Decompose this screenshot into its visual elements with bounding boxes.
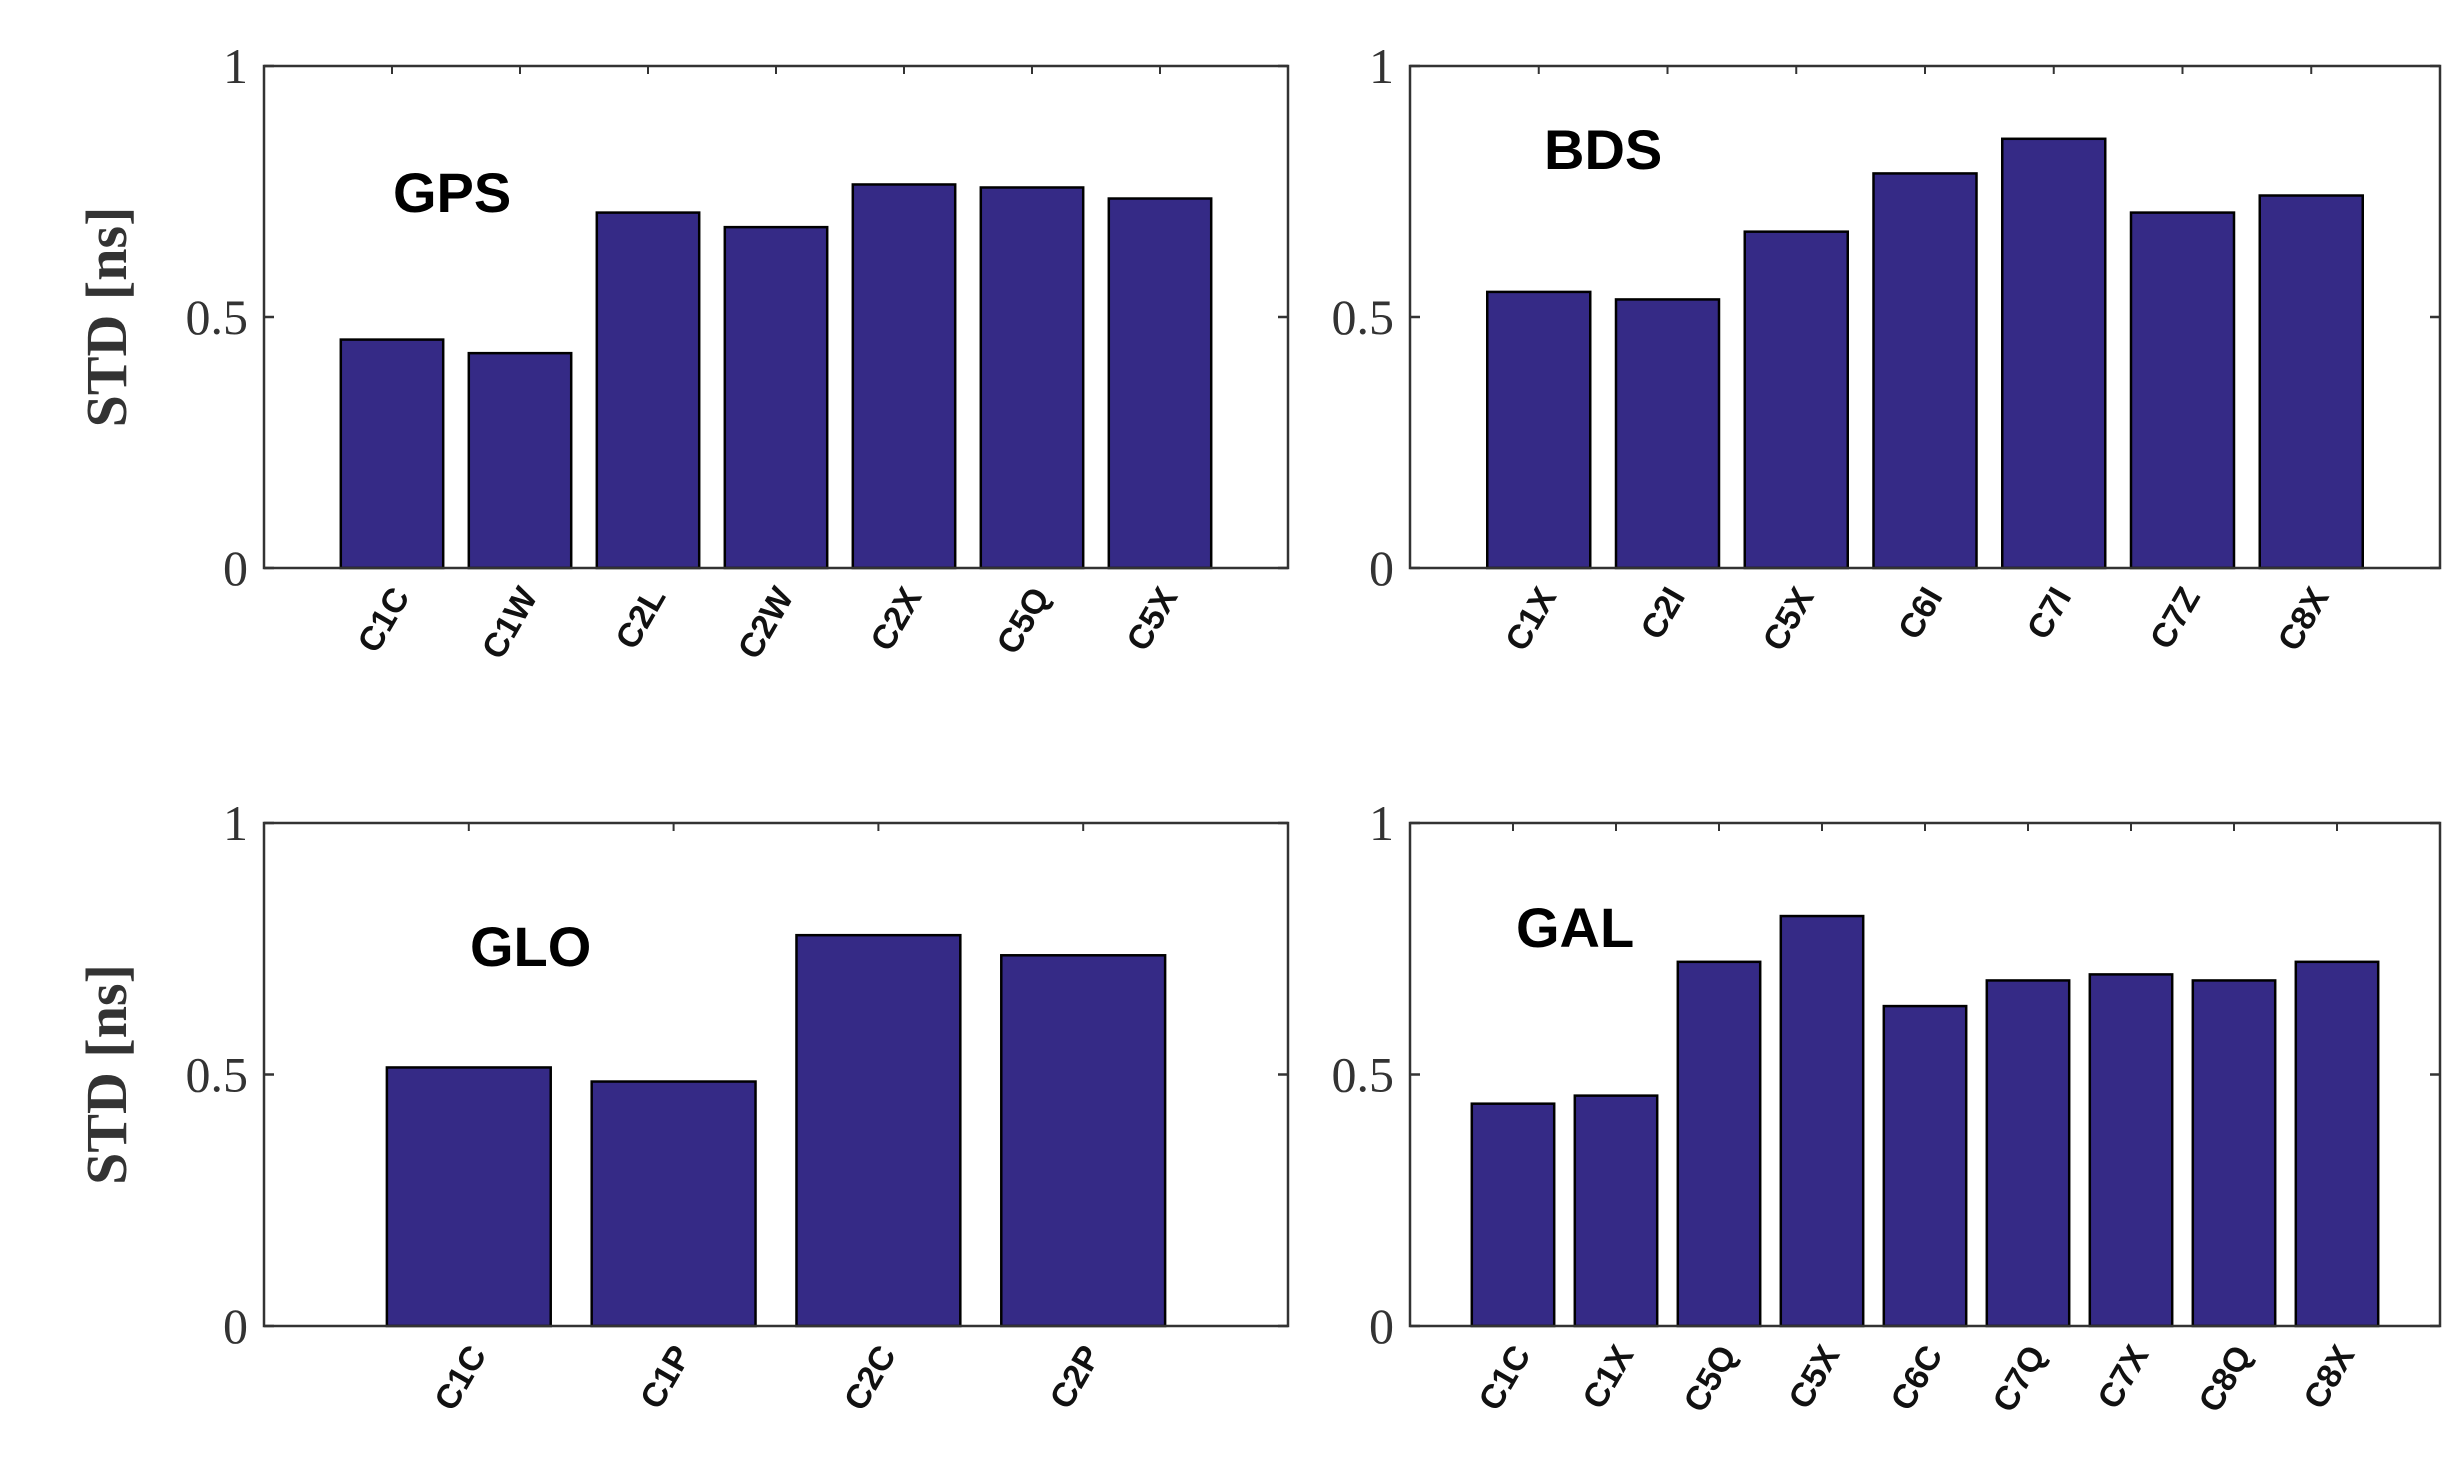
x-tick-label: C2X [863,581,929,658]
panel-annotation: GAL [1516,896,1634,959]
y-tick-label: 0 [223,540,248,596]
x-tick-label: C2C [837,1339,904,1417]
bar-c1p [590,1080,757,1328]
x-tick-label: C5Q [990,581,1058,661]
y-tick-label: 0.5 [186,289,249,345]
x-tick-label: C1W [475,580,546,665]
bar-c7i [2001,137,2107,570]
x-tick-label: C5X [1781,1339,1847,1416]
x-tick-label: C6C [1883,1339,1950,1417]
x-tick-label: C2W [731,580,802,665]
bar-c1w [467,351,573,570]
x-tick-label: C1C [427,1339,494,1417]
y-tick-label: 0 [223,1298,248,1354]
x-tick-label: C2L [608,581,673,656]
y-tick-label: 1 [1369,38,1394,94]
panel-glo: 0 0.5 1 C1C C1P C2C C2P GLO STD [ns] [74,795,1290,1417]
y-tick-label: 0 [1369,1298,1394,1354]
x-tick-label: C7Z [2143,581,2208,656]
bar-c5x [1779,914,1865,1328]
x-tick-label: C8Q [2192,1339,2260,1419]
panel-gal: 0 0.5 1 C1C C1X C5Q C5X C6C C7Q C7X C8Q C8X GAL [1332,795,2442,1419]
bar-c5q [979,186,1085,570]
y-tick-label: 0.5 [1332,289,1395,345]
panel-annotation: GPS [393,161,511,224]
bar-c7q [1985,979,2071,1328]
bar-c1c [339,338,445,570]
bar-c1x [1486,290,1592,570]
x-tick-label: C5X [1756,581,1822,658]
x-tick-label: C6I [1891,581,1950,646]
y-tick-label: 1 [1369,795,1394,851]
y-tick-label: 1 [223,795,248,851]
y-tick-label: 1 [223,38,248,94]
x-tick-label: C8X [2296,1339,2362,1416]
panel-annotation: GLO [470,915,591,978]
x-tick-label: C1X [1575,1339,1641,1416]
bar-c2l [595,211,701,570]
y-tick-label: 0.5 [1332,1047,1395,1103]
x-tick-label: C5X [1119,581,1185,658]
bar-c7x [2088,973,2174,1328]
panel-bds: 0 0.5 1 C1X C2I C5X C6I C7I C7Z C8X BDS [1332,38,2442,658]
bar-c2p [1000,954,1167,1328]
x-tick-label: C1P [633,1339,699,1415]
bar-c8x [2294,960,2380,1328]
x-tick-label: C1C [350,581,417,659]
bar-c5q [1676,960,1762,1328]
x-tick-label: C5Q [1677,1339,1745,1419]
x-tick-label: C2P [1043,1339,1109,1415]
bar-c6i [1872,172,1978,570]
x-tick-label: C1X [1498,581,1564,658]
x-tick-label: C7X [2090,1339,2156,1416]
bar-c8q [2191,979,2277,1328]
x-tick-label: C1C [1471,1339,1538,1417]
bar-c5x [1743,230,1849,570]
y-axis-label: STD [ns] [74,964,139,1185]
panel-annotation: BDS [1544,118,1662,181]
x-tick-label: C8X [2271,581,2337,658]
bar-c1c [385,1066,552,1328]
bar-c7z [2129,211,2236,570]
x-tick-label: C7Q [1986,1339,2054,1419]
panel-gps: 0 0.5 1 C1C C1W C2L C2W C2X C5Q C5X GPS STD [ns] [74,38,1290,665]
bar-c1c [1470,1102,1556,1328]
x-tick-label: C2I [1634,581,1693,646]
bar-c6c [1882,1004,1968,1328]
y-axis-label: STD [ns] [74,207,139,428]
bar-c2w [723,225,829,570]
bar-c8x [2258,194,2364,570]
bar-c5x [1107,197,1213,570]
x-tick-label: C7I [2020,581,2079,646]
bar-c2i [1614,298,1721,570]
y-tick-label: 0 [1369,540,1394,596]
bar-c1x [1573,1094,1659,1328]
y-tick-label: 0.5 [186,1047,249,1103]
bar-c2c [795,933,962,1328]
bar-c2x [851,183,957,570]
